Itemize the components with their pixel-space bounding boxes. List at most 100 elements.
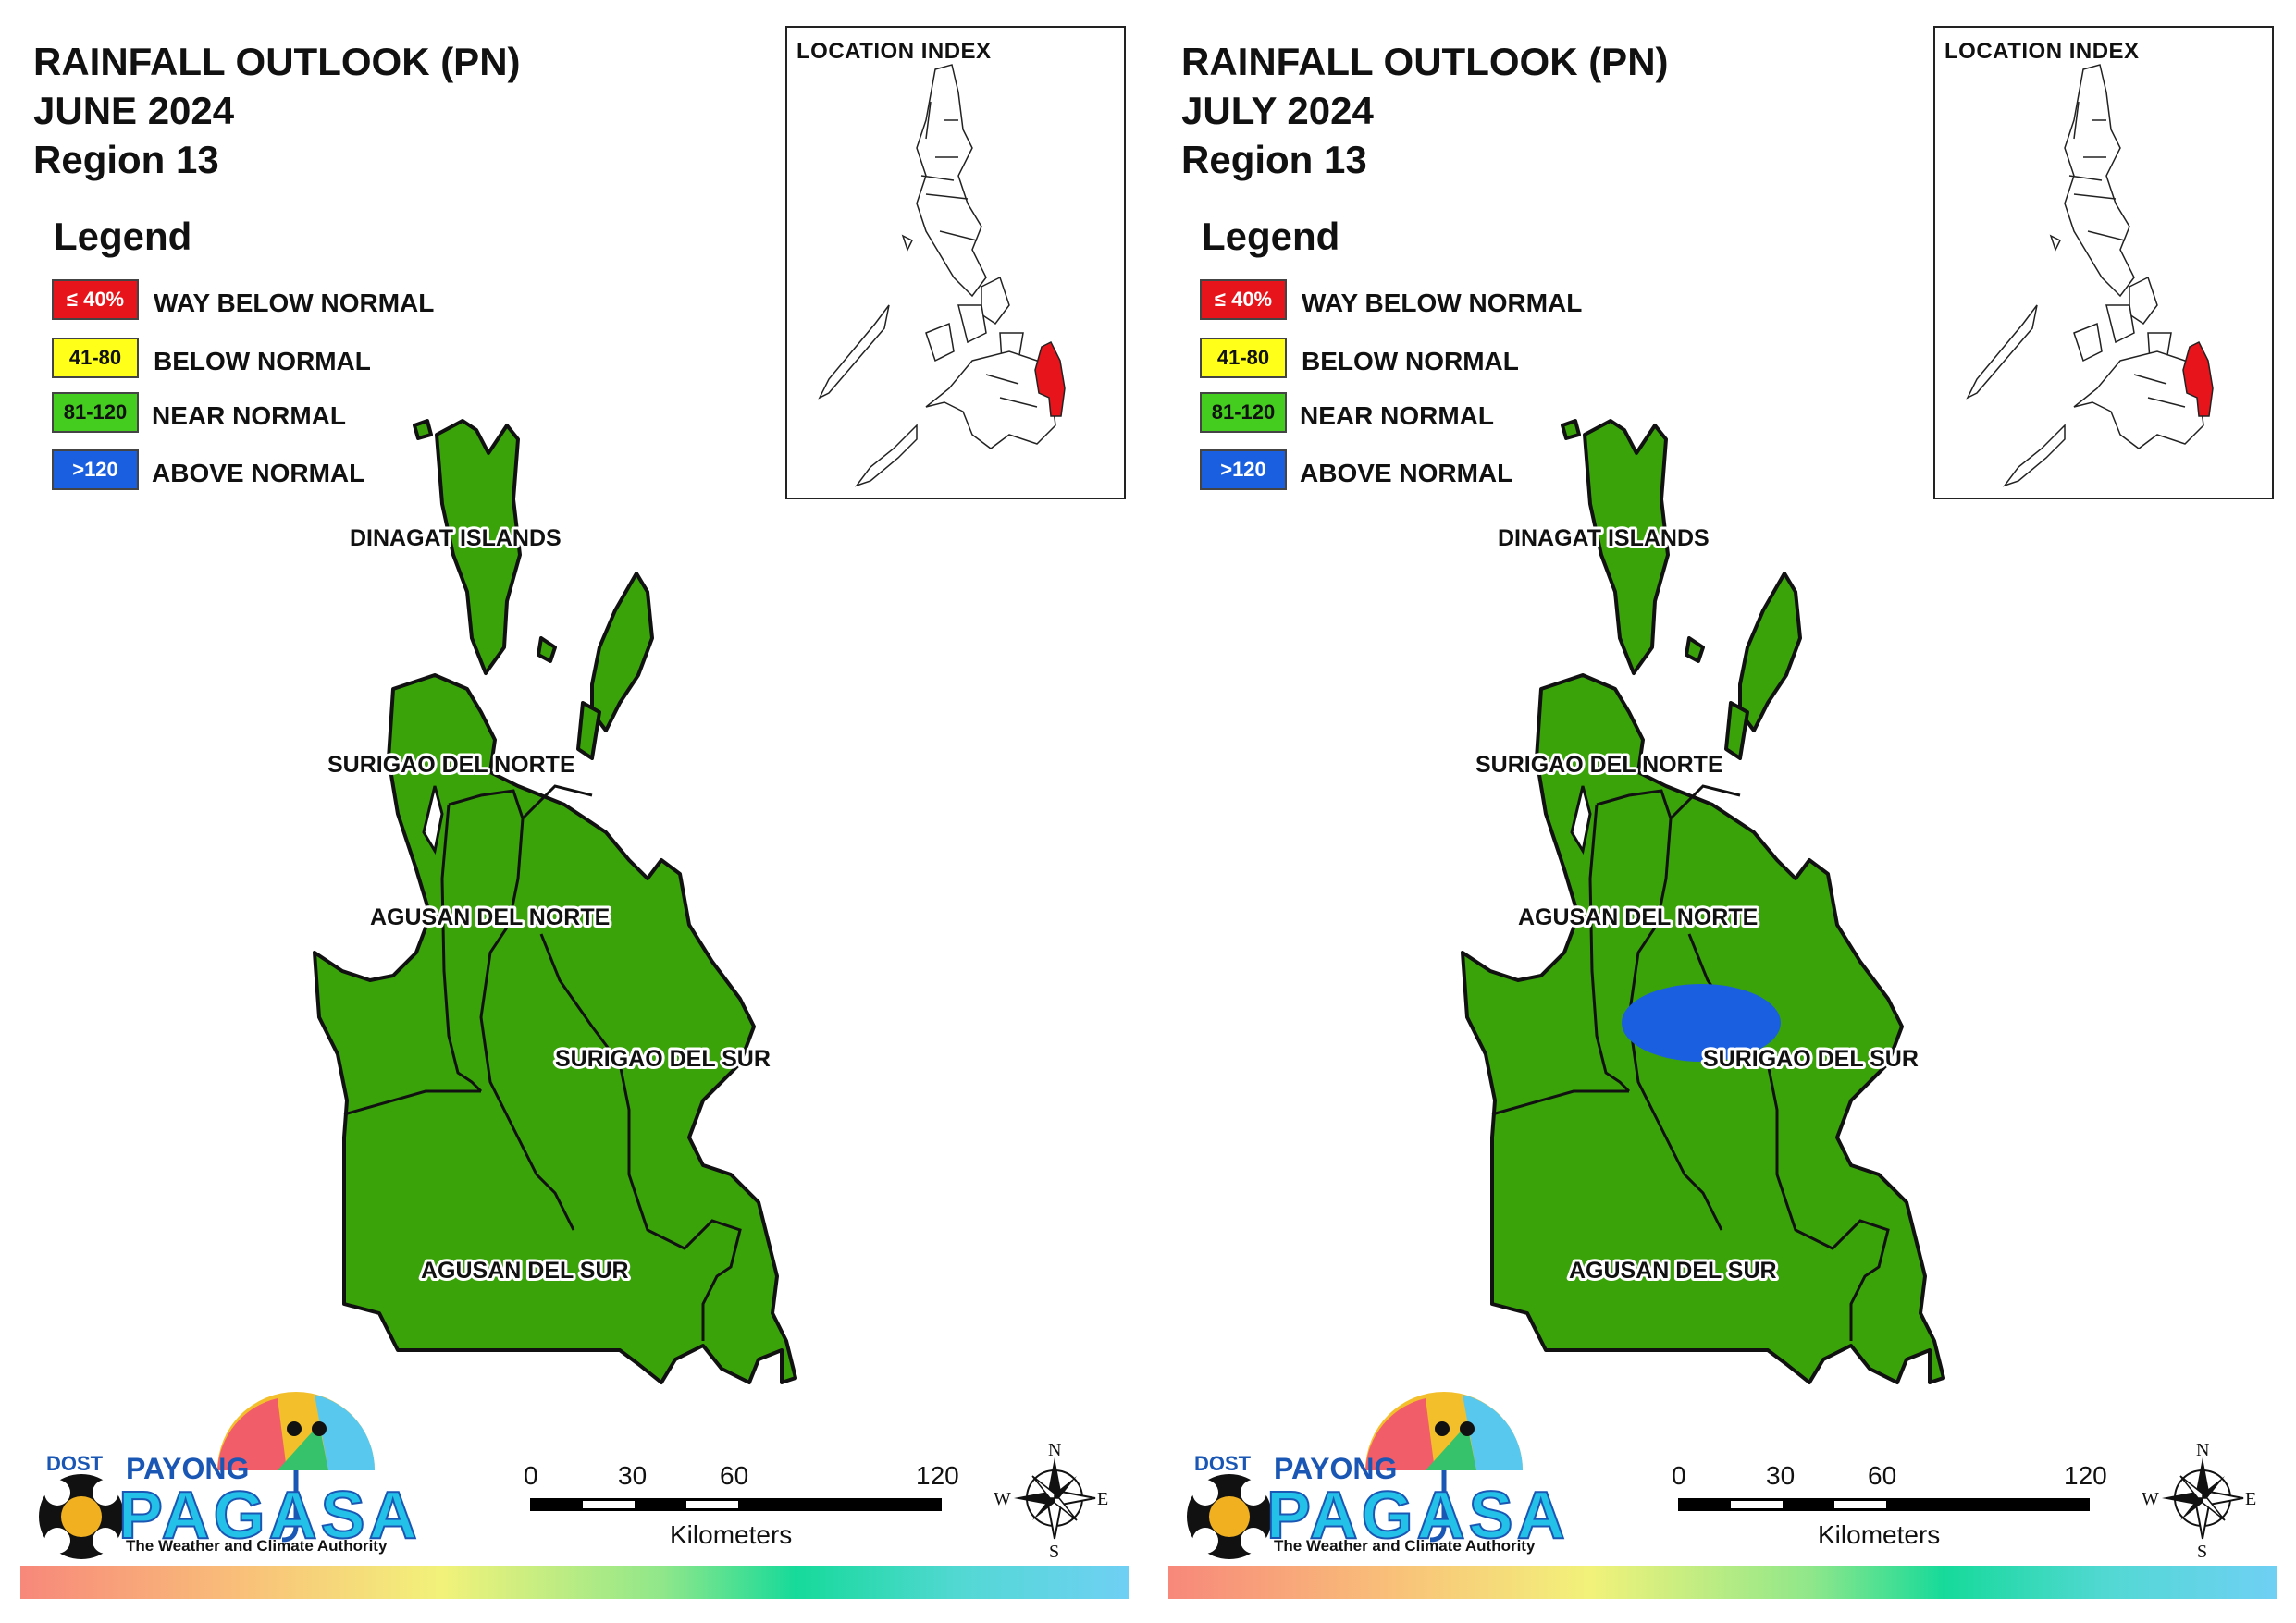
- province-label-surigao-del-norte: SURIGAO DEL NORTE: [1475, 752, 1723, 778]
- province-label-agusan-del-sur: AGUSAN DEL SUR: [421, 1258, 629, 1284]
- logo-payong-text: PAYONG: [126, 1452, 250, 1485]
- compass-south-label: S: [2197, 1542, 2207, 1562]
- title-line-1: RAINFALL OUTLOOK (PN): [1181, 40, 1669, 83]
- above-normal-area: [1622, 984, 1781, 1062]
- siargao-island-shape: [1738, 572, 1802, 732]
- outlook-panel-july: DINAGAT ISLANDS SURIGAO DEL NORTE AGUSAN…: [1148, 0, 2296, 1623]
- location-index-inset: LOCATION INDEX: [1933, 26, 2274, 499]
- logo-pagasa-text: PAGASA: [1265, 1478, 1569, 1554]
- logo-payong-text: PAYONG: [1274, 1452, 1398, 1485]
- small-island-shape: [576, 701, 601, 760]
- legend-label: WAY BELOW NORMAL: [1302, 289, 1583, 317]
- province-boundary: [1669, 784, 1741, 820]
- scale-tick-120: 120: [916, 1461, 959, 1490]
- caraga-region-highlight: [1034, 340, 1066, 417]
- pagasa-logo-graphic: [39, 1392, 376, 1559]
- compass-east-label: E: [1097, 1489, 1108, 1509]
- province-boundary: [1588, 804, 1631, 1093]
- scale-tick-0: 0: [524, 1461, 538, 1490]
- legend-swatch: 81-120: [1200, 392, 1287, 433]
- color-gradient-strip: [20, 1566, 1129, 1599]
- scale-tick-60: 60: [1868, 1461, 1897, 1490]
- legend-label: NEAR NORMAL: [152, 401, 346, 430]
- location-index-title: LOCATION INDEX: [796, 39, 992, 64]
- province-label-agusan-del-norte: AGUSAN DEL NORTE: [1518, 904, 1758, 930]
- legend-swatch: ≤ 40%: [1200, 279, 1287, 320]
- logo-pagasa-text: PAGASA: [117, 1478, 421, 1554]
- compass-north-label: N: [2196, 1440, 2209, 1460]
- province-boundary: [1491, 1089, 1629, 1116]
- scale-unit-label: Kilometers: [670, 1520, 793, 1549]
- title-line-3: Region 13: [33, 138, 219, 181]
- logo-tagline: The Weather and Climate Authority: [126, 1537, 388, 1555]
- province-label-agusan-del-norte: AGUSAN DEL NORTE: [370, 904, 610, 930]
- compass-south-label: S: [1049, 1542, 1059, 1562]
- province-boundary: [521, 784, 593, 820]
- scale-tick-30: 30: [1766, 1461, 1796, 1490]
- dost-seal-icon: [1187, 1474, 1272, 1559]
- legend-label: BELOW NORMAL: [154, 347, 371, 375]
- page-title: RAINFALL OUTLOOK (PN) JULY 2024 Region 1…: [1181, 37, 1669, 184]
- scale-bar: [1678, 1498, 2090, 1511]
- compass-west-label: W: [2142, 1489, 2159, 1509]
- compass-north-label: N: [1048, 1440, 1061, 1460]
- scale-tick-120: 120: [2064, 1461, 2107, 1490]
- province-label-surigao-del-sur: SURIGAO DEL SUR: [1703, 1046, 1919, 1072]
- legend-label: ABOVE NORMAL: [1300, 459, 1513, 487]
- logo-dost-text: DOST: [46, 1452, 104, 1475]
- compass-rose: N S E W: [2142, 1440, 2256, 1562]
- siargao-island-shape: [590, 572, 654, 732]
- legend-swatch: 41-80: [52, 338, 139, 378]
- title-line-2: JUNE 2024: [33, 89, 235, 132]
- dost-seal-icon: [39, 1474, 124, 1559]
- scale-tick-30: 30: [618, 1461, 648, 1490]
- compass-rose: N S E W: [994, 1440, 1108, 1562]
- legend-swatch: 41-80: [1200, 338, 1287, 378]
- scale-tick-0: 0: [1672, 1461, 1686, 1490]
- coastal-bay: [422, 785, 444, 855]
- legend-title: Legend: [1202, 215, 1340, 258]
- legend-swatch: 81-120: [52, 392, 139, 433]
- color-gradient-strip: [1168, 1566, 2277, 1599]
- legend-label: ABOVE NORMAL: [152, 459, 365, 487]
- legend-swatch: ≤ 40%: [52, 279, 139, 320]
- caraga-region-highlight: [2182, 340, 2214, 417]
- province-boundary: [539, 933, 742, 1341]
- province-label-surigao-del-norte: SURIGAO DEL NORTE: [327, 752, 575, 778]
- outlook-panel-june: DINAGAT ISLANDS SURIGAO DEL NORTE AGUSAN…: [20, 26, 1129, 1599]
- compass-west-label: W: [994, 1489, 1011, 1509]
- province-label-agusan-del-sur: AGUSAN DEL SUR: [1569, 1258, 1777, 1284]
- province-boundary: [343, 1089, 481, 1116]
- location-index-inset: LOCATION INDEX: [785, 26, 1126, 499]
- small-island-shape: [413, 419, 433, 440]
- region-13-map: [313, 419, 797, 1384]
- small-island-shape: [1724, 701, 1749, 760]
- scale-bar: [530, 1498, 942, 1511]
- dinagat-islands-shape: [1583, 419, 1670, 675]
- compass-east-label: E: [2245, 1489, 2256, 1509]
- title-line-1: RAINFALL OUTLOOK (PN): [33, 40, 521, 83]
- logo-tagline: The Weather and Climate Authority: [1274, 1537, 1536, 1555]
- title-line-3: Region 13: [1181, 138, 1367, 181]
- legend-title: Legend: [54, 215, 192, 258]
- legend-label: WAY BELOW NORMAL: [154, 289, 435, 317]
- province-label-dinagat-islands: DINAGAT ISLANDS: [1498, 525, 1710, 551]
- region-map: DINAGAT ISLANDS SURIGAO DEL NORTE AGUSAN…: [39, 419, 1108, 1562]
- scale-tick-60: 60: [720, 1461, 749, 1490]
- title-line-2: JULY 2024: [1181, 89, 1374, 132]
- philippines-inset-map: [1966, 64, 2214, 487]
- small-island-shape: [537, 636, 557, 663]
- province-label-dinagat-islands: DINAGAT ISLANDS: [350, 525, 562, 551]
- province-boundary: [440, 804, 483, 1093]
- coastal-bay: [1570, 785, 1592, 855]
- legend-label: BELOW NORMAL: [1302, 347, 1519, 375]
- region-13-map: [1461, 419, 1945, 1384]
- legend-swatch: >120: [52, 449, 139, 490]
- legend-label: NEAR NORMAL: [1300, 401, 1494, 430]
- dinagat-islands-shape: [435, 419, 522, 675]
- logo-dost-text: DOST: [1194, 1452, 1252, 1475]
- scale-unit-label: Kilometers: [1818, 1520, 1941, 1549]
- pagasa-logo-graphic: [1187, 1392, 1524, 1559]
- location-index-title: LOCATION INDEX: [1944, 39, 2140, 64]
- philippines-inset-map: [818, 64, 1066, 487]
